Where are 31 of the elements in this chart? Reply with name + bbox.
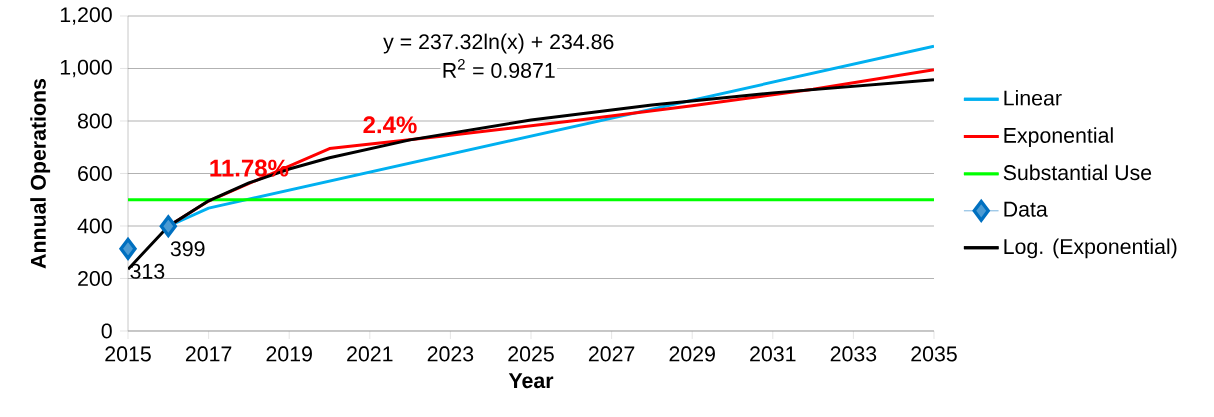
x-tick-label: 2025 [508, 346, 554, 362]
y-tick-label: 600 [78, 165, 112, 182]
y-tick-label: 800 [77, 113, 112, 129]
x-tick-label: 2017 [185, 346, 232, 362]
annotation: 2.4% [363, 116, 417, 134]
x-axis-title: Year [508, 373, 554, 389]
x-tick-label: 2033 [830, 346, 877, 362]
x-tick-label: 2023 [427, 346, 474, 362]
data-label: 313 [130, 263, 165, 279]
annotation: y = 237.32ln(x) + 234.86 [383, 33, 614, 54]
x-tick-label: 2019 [266, 346, 312, 362]
x-tick-label: 2035 [911, 346, 957, 362]
x-tick-label: 2021 [347, 346, 393, 362]
annotation: R$^{2}$ = 0.9871 [443, 58, 555, 78]
data-label: 399 [170, 241, 205, 257]
x-tick-label: 2027 [588, 346, 635, 362]
legend-label: Exponential [1004, 127, 1113, 148]
y-tick-label: 200 [78, 270, 112, 287]
y-tick-label: 1,000 [60, 59, 112, 78]
x-tick-label: 2029 [669, 346, 715, 362]
annotation: 11.78% [210, 159, 289, 177]
y-tick-label: 1,200 [60, 7, 112, 25]
legend-label: Data [1004, 201, 1048, 217]
legend-label: Linear [1004, 89, 1062, 106]
legend-label: Log. (Exponential) [1004, 238, 1177, 259]
y-tick-label: 0 [101, 323, 112, 339]
y-axis-title: Annual Operations [30, 78, 51, 269]
x-tick-label: 2015 [105, 346, 151, 362]
y-tick-label: 400 [77, 218, 112, 234]
legend-label: Substantial Use [1003, 164, 1152, 181]
x-tick-label: 2031 [750, 346, 796, 362]
